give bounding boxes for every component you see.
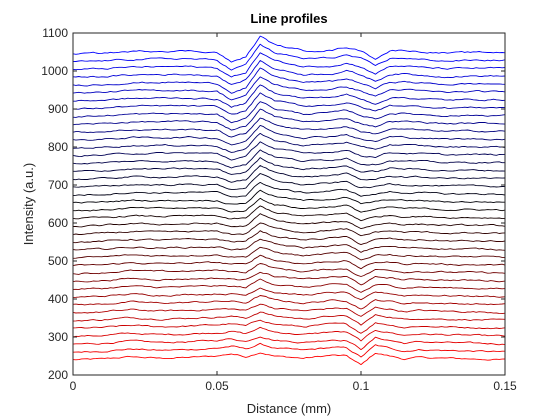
series-line-30 [73,117,505,138]
y-tick-label: 600 [48,216,68,230]
series-line-6 [73,311,505,326]
series-line-25 [73,157,505,175]
y-tick-label: 300 [48,330,68,344]
series-line-21 [73,189,505,205]
series-group [73,35,505,366]
plot-area-frame [72,32,506,376]
series-line-33 [73,92,505,115]
y-tick-label: 700 [48,178,68,192]
y-axis-label: Intensity (a.u.) [21,163,36,245]
series-line-14 [73,246,505,261]
series-line-20 [73,197,505,213]
series-line-23 [73,173,505,190]
series-line-24 [73,165,505,183]
y-tick-label: 200 [48,368,68,382]
series-line-13 [73,254,505,270]
series-line-32 [73,101,505,124]
x-axis: 0 0.05 0.1 0.15 [70,33,517,393]
series-line-15 [73,238,505,253]
y-tick-label: 400 [48,292,68,306]
series-line-37 [73,60,505,85]
series-line-22 [73,181,505,198]
x-tick-label: 0.05 [205,379,229,393]
series-line-3 [73,336,505,351]
x-axis-label: Distance (mm) [247,401,332,416]
series-line-8 [73,295,505,310]
y-axis: 200 300 400 500 600 700 800 900 1000 1100 [41,26,505,382]
series-line-7 [73,303,505,317]
y-tick-label: 1100 [42,26,68,40]
series-line-2 [73,342,505,358]
x-tick-label: 0.1 [353,379,370,393]
series-line-35 [73,76,505,101]
series-line-29 [73,124,505,146]
series-line-36 [73,67,505,94]
chart-title: Line profiles [250,11,327,26]
y-tick-label: 500 [48,254,68,268]
series-line-19 [73,205,505,222]
series-line-10 [73,278,505,293]
series-line-4 [73,326,505,342]
x-tick-label: 0 [70,379,77,393]
series-line-28 [73,132,505,153]
series-line-5 [73,319,505,334]
x-tick-label: 0.15 [493,379,517,393]
y-tick-label: 1000 [41,64,68,78]
series-line-11 [73,271,505,286]
series-line-34 [73,84,505,108]
series-line-1 [73,352,505,366]
y-tick-label: 900 [48,102,68,116]
series-line-27 [73,141,505,161]
series-line-9 [73,287,505,301]
series-line-39 [73,43,505,71]
series-line-12 [73,263,505,277]
series-line-38 [73,52,505,78]
series-line-17 [73,222,505,237]
series-line-40 [73,35,505,63]
series-line-26 [73,149,505,169]
series-line-18 [73,213,505,230]
series-line-16 [73,230,505,246]
y-tick-label: 800 [48,140,68,154]
series-line-31 [73,108,505,131]
